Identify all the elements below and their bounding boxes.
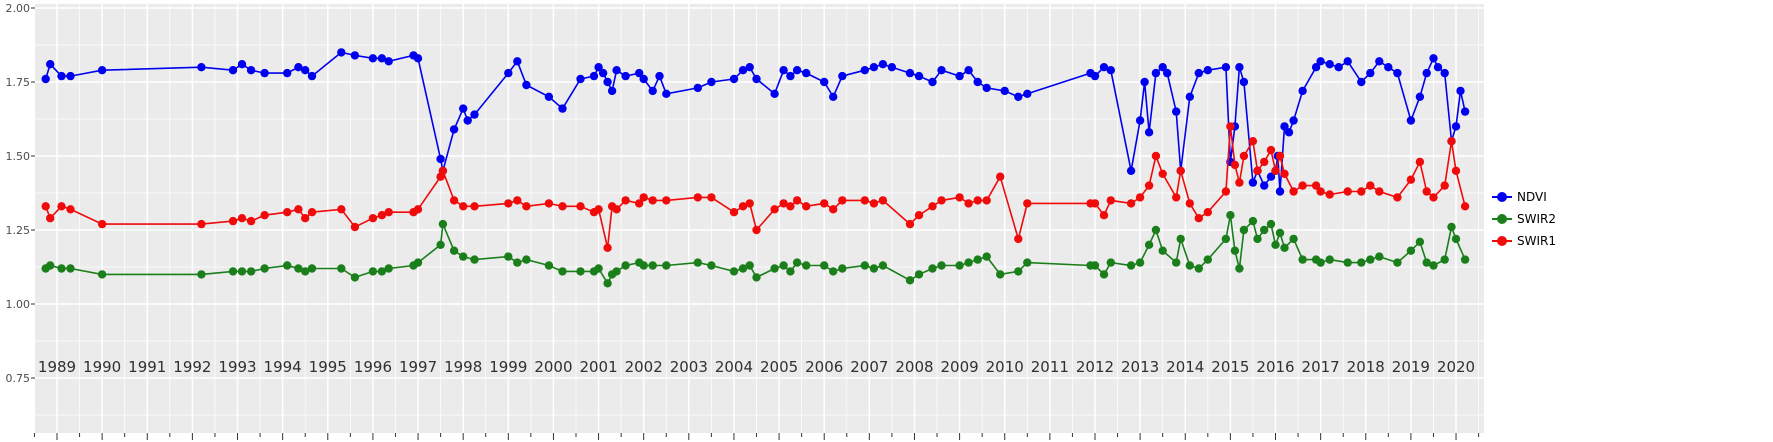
x-axis-year-label: 2002 xyxy=(625,358,663,376)
legend-item-swir1: SWIR1 xyxy=(1492,233,1556,248)
y-axis-tick-label: 1.75 xyxy=(6,76,31,89)
x-axis-year-label: 2003 xyxy=(670,358,708,376)
x-axis-year-label: 2005 xyxy=(760,358,798,376)
swir1-point-icon xyxy=(1492,234,1512,248)
y-axis-tick-label: 1.50 xyxy=(6,150,31,163)
series-line-ndvi xyxy=(44,51,1466,192)
legend-item-swir2: SWIR2 xyxy=(1492,211,1556,226)
x-axis-year-label: 1990 xyxy=(83,358,121,376)
x-axis-year-label: 1998 xyxy=(444,358,482,376)
x-axis-year-label: 2020 xyxy=(1437,358,1475,376)
x-axis-year-label: 2012 xyxy=(1076,358,1114,376)
x-axis-year-label: 1993 xyxy=(218,358,256,376)
x-axis-year-label: 2001 xyxy=(579,358,617,376)
x-axis-year-label: 1994 xyxy=(264,358,302,376)
x-axis-year-label: 2017 xyxy=(1302,358,1340,376)
y-axis-tick-label: 1.00 xyxy=(6,298,31,311)
y-axis-tick-label: 2.00 xyxy=(6,2,31,15)
swir2-point-icon xyxy=(1492,212,1512,226)
x-axis-year-label: 1989 xyxy=(38,358,76,376)
x-axis-year-label: 1995 xyxy=(309,358,347,376)
x-axis-year-label: 2013 xyxy=(1121,358,1159,376)
legend-label-ndvi: NDVI xyxy=(1517,189,1547,204)
legend: NDVI SWIR2 SWIR1 xyxy=(1492,189,1556,248)
series-points-swir2 xyxy=(41,211,1470,288)
x-axis-year-label: 2008 xyxy=(895,358,933,376)
y-axis-tick-label: 1.25 xyxy=(6,224,31,237)
x-axis-year-label: 2018 xyxy=(1347,358,1385,376)
x-axis-year-label: 2009 xyxy=(941,358,979,376)
x-axis-year-label: 2016 xyxy=(1256,358,1294,376)
x-axis-year-label: 1991 xyxy=(128,358,166,376)
x-axis-year-label: 2015 xyxy=(1211,358,1249,376)
ndvi-point-icon xyxy=(1492,190,1512,204)
x-axis-year-label: 2014 xyxy=(1166,358,1204,376)
x-axis-year-label: 1992 xyxy=(173,358,211,376)
x-axis-year-label: 2010 xyxy=(986,358,1024,376)
legend-label-swir2: SWIR2 xyxy=(1517,211,1556,226)
legend-item-ndvi: NDVI xyxy=(1492,189,1556,204)
legend-label-swir1: SWIR1 xyxy=(1517,233,1556,248)
x-axis-year-label: 1999 xyxy=(489,358,527,376)
x-axis-year-label: 2019 xyxy=(1392,358,1430,376)
series-points-swir1 xyxy=(41,122,1470,252)
x-axis-year-label: 2004 xyxy=(715,358,753,376)
x-axis-year-label: 2000 xyxy=(534,358,572,376)
x-axis-year-label: 1997 xyxy=(399,358,437,376)
x-axis-year-label: 2007 xyxy=(850,358,888,376)
y-axis-tick-label: 0.75 xyxy=(6,372,31,385)
x-axis-year-label: 2006 xyxy=(805,358,843,376)
x-axis-year-label: 1996 xyxy=(354,358,392,376)
x-axis-year-label: 2011 xyxy=(1031,358,1069,376)
